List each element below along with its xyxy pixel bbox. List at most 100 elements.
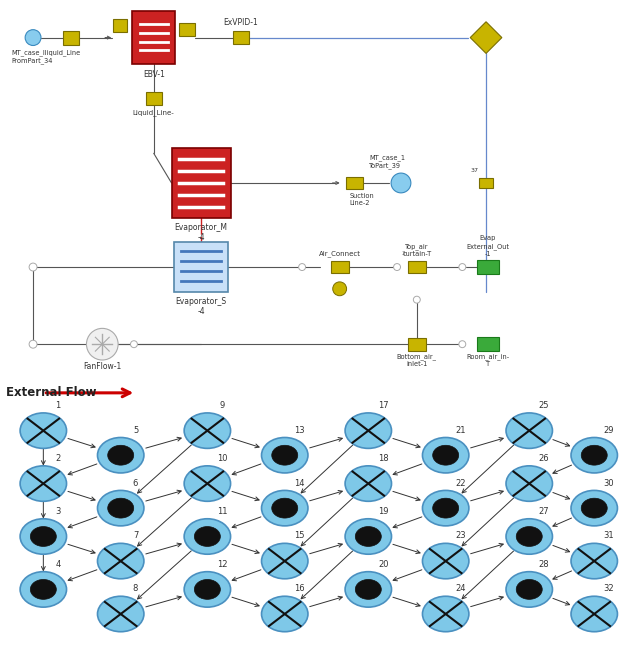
Ellipse shape [108, 445, 134, 465]
Ellipse shape [184, 519, 231, 554]
Text: External Flow: External Flow [6, 386, 97, 399]
Ellipse shape [506, 519, 553, 554]
Ellipse shape [355, 579, 381, 599]
Ellipse shape [571, 596, 618, 632]
Ellipse shape [184, 466, 231, 502]
Text: Bottom_air_
inlet-1: Bottom_air_ inlet-1 [397, 353, 437, 367]
Ellipse shape [194, 579, 220, 599]
Ellipse shape [272, 498, 298, 518]
Bar [479, 178, 493, 189]
Ellipse shape [571, 437, 618, 473]
Ellipse shape [422, 491, 469, 526]
Text: 29: 29 [604, 426, 614, 435]
Bar [408, 260, 426, 273]
Ellipse shape [20, 572, 67, 607]
Ellipse shape [433, 498, 459, 518]
Ellipse shape [20, 413, 67, 448]
Ellipse shape [184, 572, 231, 607]
Text: 24: 24 [456, 584, 465, 594]
Text: 6: 6 [133, 479, 138, 487]
Ellipse shape [262, 543, 308, 579]
Text: 21: 21 [456, 426, 465, 435]
Ellipse shape [345, 466, 392, 502]
Bar [233, 31, 249, 44]
Text: Evaporator_M
-4: Evaporator_M -4 [175, 222, 228, 242]
Text: MT_case_1
ToPart_39: MT_case_1 ToPart_39 [370, 154, 405, 169]
Text: ExVPID-1: ExVPID-1 [223, 17, 258, 27]
Text: 3: 3 [56, 507, 61, 516]
Ellipse shape [345, 413, 392, 448]
Text: 18: 18 [378, 454, 389, 463]
Text: 37: 37 [470, 168, 478, 173]
Text: 7: 7 [133, 531, 138, 540]
Ellipse shape [422, 596, 469, 632]
Text: 31: 31 [604, 531, 615, 540]
Text: 23: 23 [455, 531, 466, 540]
Ellipse shape [516, 579, 542, 599]
Ellipse shape [422, 543, 469, 579]
Ellipse shape [194, 527, 220, 546]
Text: MT_case_Iliquid_Line
FromPart_34: MT_case_Iliquid_Line FromPart_34 [11, 49, 80, 64]
Text: 30: 30 [604, 479, 615, 487]
Text: 14: 14 [295, 479, 305, 487]
Text: 32: 32 [604, 584, 615, 594]
Text: 17: 17 [378, 401, 389, 410]
Text: 13: 13 [294, 426, 305, 435]
Ellipse shape [422, 437, 469, 473]
Ellipse shape [184, 413, 231, 448]
Text: 5: 5 [133, 426, 138, 435]
Ellipse shape [345, 572, 392, 607]
Bar [345, 176, 363, 189]
Circle shape [29, 340, 37, 348]
Circle shape [87, 329, 118, 360]
Ellipse shape [272, 445, 298, 465]
Text: 22: 22 [456, 479, 465, 487]
Ellipse shape [433, 445, 459, 465]
Ellipse shape [108, 498, 134, 518]
Polygon shape [470, 22, 502, 53]
Ellipse shape [30, 527, 56, 546]
Ellipse shape [262, 491, 308, 526]
Ellipse shape [506, 572, 553, 607]
Ellipse shape [98, 596, 144, 632]
Text: 8: 8 [133, 584, 138, 594]
Text: Room_air_in-
T: Room_air_in- T [467, 353, 509, 367]
Bar [63, 30, 79, 45]
Text: 12: 12 [217, 560, 227, 569]
Text: FanFlow-1: FanFlow-1 [83, 362, 121, 371]
Bar [132, 11, 175, 64]
Text: 26: 26 [539, 454, 550, 463]
Ellipse shape [355, 527, 381, 546]
Circle shape [29, 263, 37, 271]
Ellipse shape [30, 579, 56, 599]
Bar [113, 19, 127, 32]
Ellipse shape [20, 519, 67, 554]
Text: Evaporator_S
-4: Evaporator_S -4 [176, 297, 227, 316]
Text: Evap
External_Out
-1: Evap External_Out -1 [467, 235, 509, 257]
Ellipse shape [98, 543, 144, 579]
Text: 9: 9 [220, 401, 225, 410]
Bar [146, 93, 162, 106]
Ellipse shape [333, 282, 347, 295]
Ellipse shape [262, 596, 308, 632]
Circle shape [298, 264, 306, 270]
Bar [477, 337, 499, 351]
Text: 2: 2 [56, 454, 61, 463]
Text: Liquid_Line-: Liquid_Line- [133, 109, 175, 115]
Bar [180, 23, 195, 36]
Text: 20: 20 [378, 560, 388, 569]
Text: 19: 19 [378, 507, 388, 516]
Bar [477, 260, 499, 274]
Circle shape [413, 296, 420, 303]
Ellipse shape [506, 466, 553, 502]
Text: 10: 10 [217, 454, 227, 463]
Text: Air_Connect: Air_Connect [319, 250, 361, 257]
Text: 4: 4 [56, 560, 61, 569]
Ellipse shape [516, 527, 542, 546]
Bar [331, 260, 348, 273]
Ellipse shape [345, 519, 392, 554]
Circle shape [25, 30, 41, 45]
Bar [174, 242, 228, 292]
Ellipse shape [506, 413, 553, 448]
Text: Top_air
curtain-T: Top_air curtain-T [402, 243, 431, 257]
